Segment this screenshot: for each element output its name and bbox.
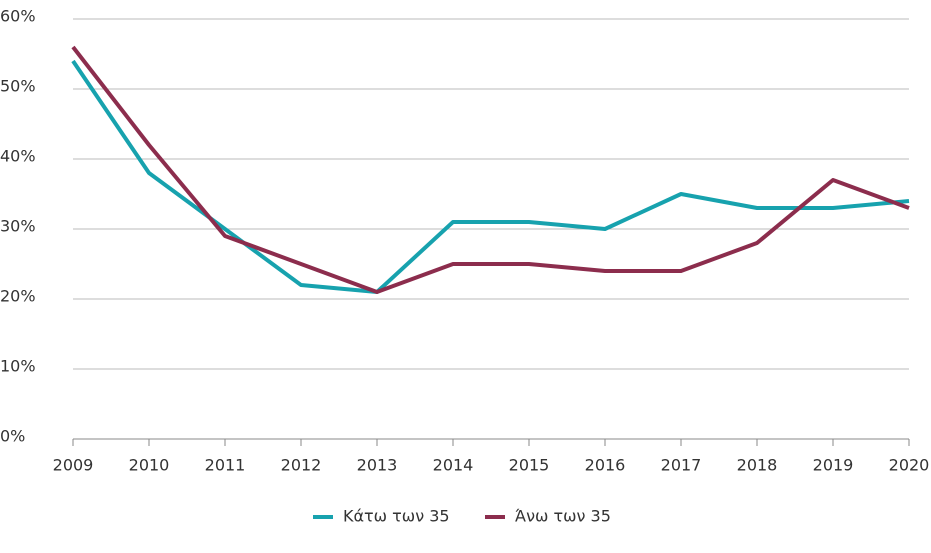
y-tick-label: 40% <box>0 147 36 166</box>
y-tick-label: 60% <box>0 7 36 26</box>
y-tick-label: 0% <box>0 427 25 446</box>
x-tick-label: 2010 <box>129 456 170 475</box>
series-line <box>71 45 910 294</box>
series-line <box>71 59 910 294</box>
x-tick-label: 2016 <box>585 456 626 475</box>
x-tick-label: 2013 <box>357 456 398 475</box>
y-tick-label: 50% <box>0 77 36 96</box>
x-tick-label: 2020 <box>889 456 930 475</box>
y-tick-label: 10% <box>0 357 36 376</box>
y-tick-label: 20% <box>0 287 36 306</box>
x-tick-label: 2014 <box>433 456 474 475</box>
legend-label: Κάτω των 35 <box>343 507 450 526</box>
x-tick-label: 2015 <box>509 456 550 475</box>
x-tick-label: 2009 <box>53 456 94 475</box>
legend-label: Άνω των 35 <box>515 507 611 526</box>
x-tick-label: 2019 <box>813 456 854 475</box>
x-tick-label: 2017 <box>661 456 702 475</box>
x-tick-label: 2018 <box>737 456 778 475</box>
y-tick-label: 30% <box>0 217 36 236</box>
x-tick-label: 2012 <box>281 456 322 475</box>
x-tick-label: 2011 <box>205 456 246 475</box>
